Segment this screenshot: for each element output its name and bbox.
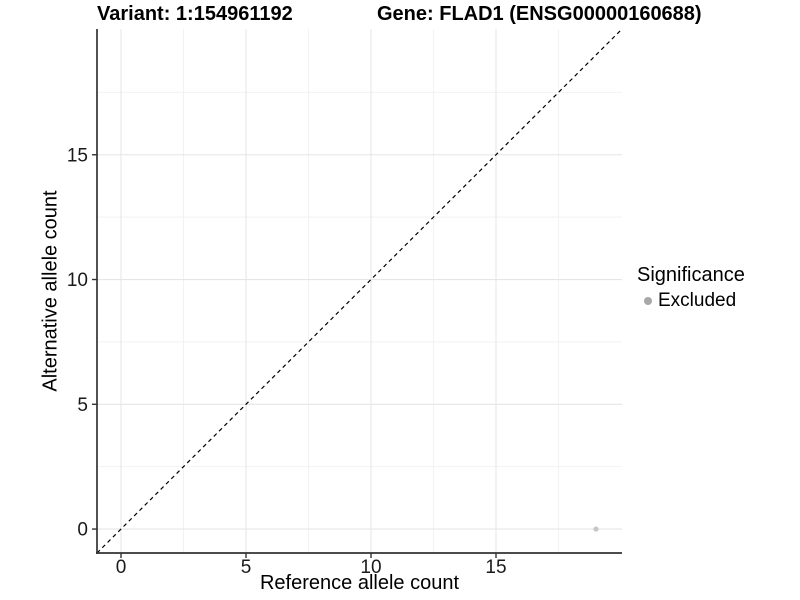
grid-minor xyxy=(97,29,622,553)
y-tick-label: 5 xyxy=(77,395,88,416)
x-tick-label: 15 xyxy=(485,557,506,578)
identity-line xyxy=(96,28,623,554)
gene-title: Gene: FLAD1 (ENSG00000160688) xyxy=(377,3,702,25)
x-tick-label: 5 xyxy=(241,557,252,578)
x-axis-title: Reference allele count xyxy=(259,572,459,594)
legend: Significance Excluded xyxy=(637,263,745,312)
grid-major xyxy=(97,29,622,553)
y-tick-label: 10 xyxy=(67,270,88,291)
excluded-point-icon xyxy=(644,297,652,305)
legend-item-label: Excluded xyxy=(658,290,737,311)
axis-lines xyxy=(96,29,622,554)
y-tick-label: 15 xyxy=(67,145,88,166)
variant-title: Variant: 1:154961192 xyxy=(97,3,293,25)
y-tick-label: 0 xyxy=(77,520,88,541)
data-point xyxy=(593,526,599,532)
x-tick-label: 10 xyxy=(360,557,381,578)
tick-labels: 0 5 10 15 0 5 10 15 xyxy=(67,145,507,578)
data-points xyxy=(593,526,599,532)
legend-item-excluded: Excluded xyxy=(637,290,745,312)
legend-title: Significance xyxy=(637,264,745,286)
y-axis-title: Alternative allele count xyxy=(39,190,62,392)
axis-ticks xyxy=(92,154,497,558)
x-tick-label: 0 xyxy=(116,557,127,578)
